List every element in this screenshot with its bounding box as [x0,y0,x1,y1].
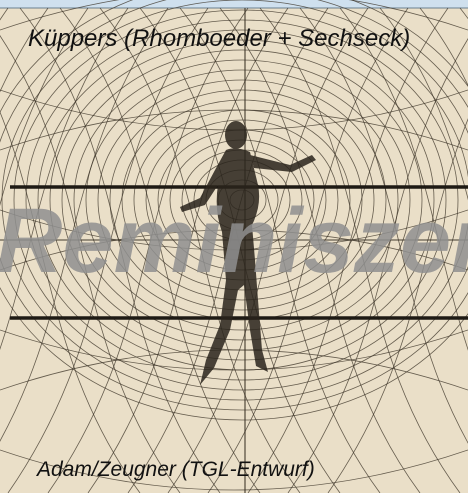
top-strip [0,0,468,8]
watermark: Reminiszen [0,190,468,292]
slide: Küppers (Rhomboeder + Sechseck) Reminisz… [0,0,468,493]
page: {"caption_top": "Küppers (Rhomboeder + S… [0,0,468,493]
caption-top: Küppers (Rhomboeder + Sechseck) [28,25,410,52]
caption-bottom: Adam/Zeugner (TGL-Entwurf) [35,458,315,481]
